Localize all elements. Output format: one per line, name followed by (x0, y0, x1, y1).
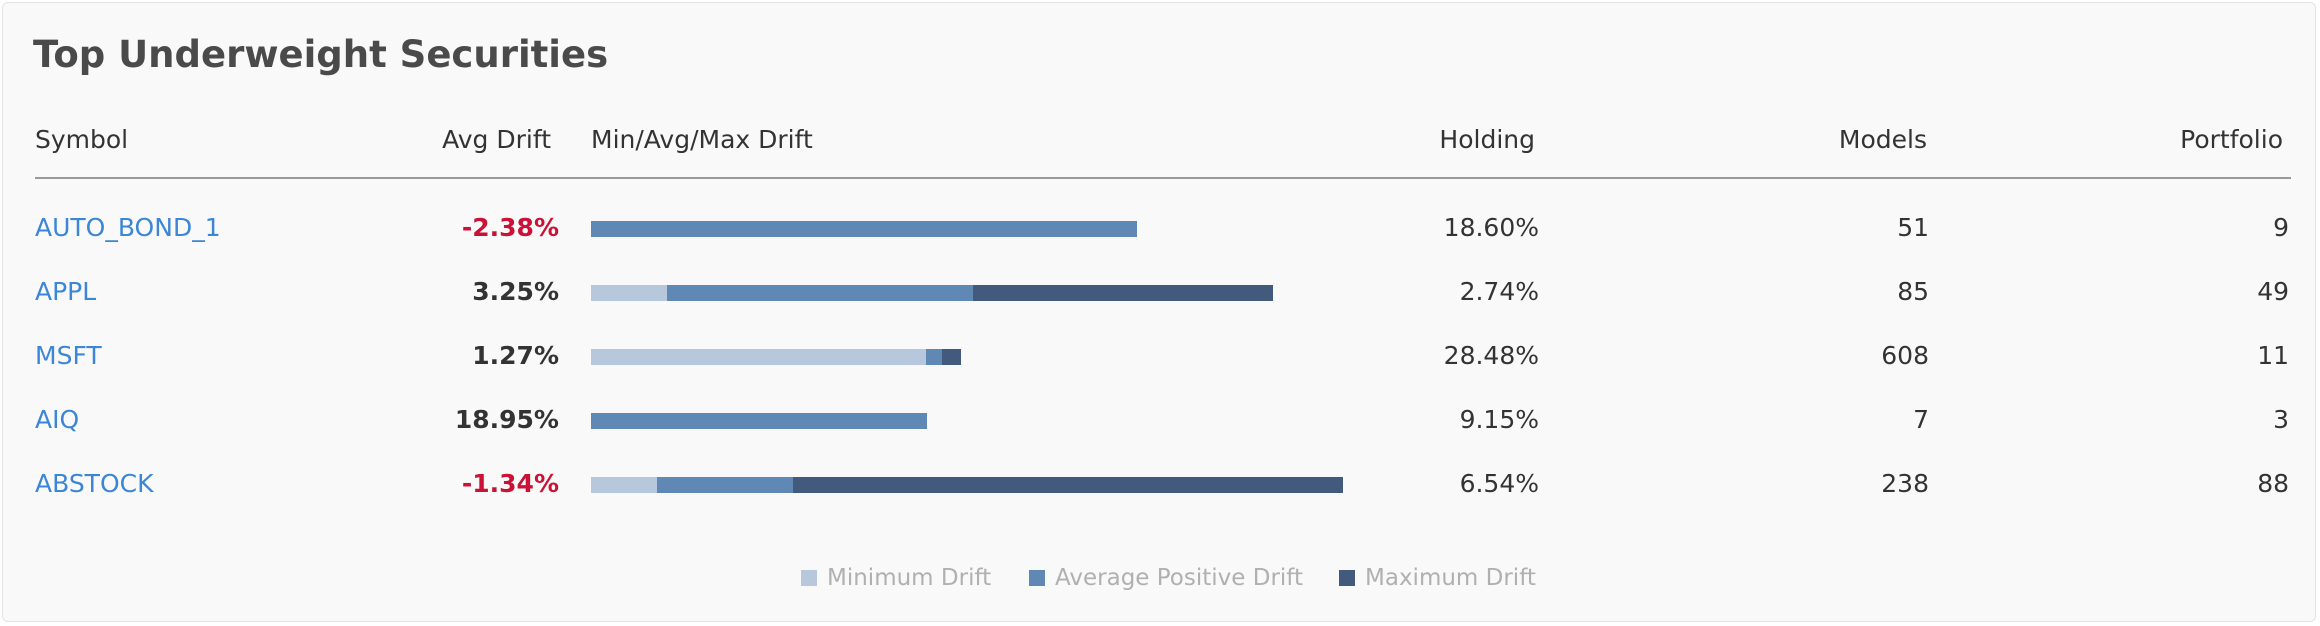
avg-drift-value: 18.95% (454, 405, 559, 434)
models-count: 85 (1897, 277, 1929, 306)
drift-bar-avg-segment (591, 413, 927, 429)
holding-value: 2.74% (1459, 277, 1539, 306)
holding-value: 28.48% (1443, 341, 1539, 370)
models-count: 51 (1897, 213, 1929, 242)
symbol-link[interactable]: AIQ (35, 405, 80, 434)
drift-bar-max-segment (973, 285, 1273, 301)
symbol-link[interactable]: APPL (35, 277, 97, 306)
portfolio-count: 88 (2257, 469, 2289, 498)
symbol-link[interactable]: AUTO_BOND_1 (35, 213, 221, 242)
drift-bar[interactable] (591, 285, 1273, 301)
legend-swatch-minimum (801, 570, 817, 586)
models-count: 608 (1881, 341, 1929, 370)
header-models: Models (1838, 125, 1927, 154)
drift-bar-min-segment (591, 477, 657, 493)
models-count: 7 (1913, 405, 1929, 434)
drift-bar[interactable] (591, 477, 1343, 493)
drift-bar-min-segment (591, 349, 926, 365)
header-holding: Holding (1439, 125, 1535, 154)
symbol-link[interactable]: MSFT (35, 341, 102, 370)
holding-value: 9.15% (1459, 405, 1539, 434)
header-avg-drift: Avg Drift (442, 125, 551, 154)
portfolio-count: 11 (2257, 341, 2289, 370)
header-min-avg-max-drift: Min/Avg/Max Drift (591, 125, 813, 154)
portfolio-count: 49 (2257, 277, 2289, 306)
legend-label-maximum: Maximum Drift (1365, 565, 1536, 591)
card-title: Top Underweight Securities (33, 33, 609, 76)
legend-item-minimum[interactable]: Minimum Drift (801, 565, 991, 591)
avg-drift-value: 3.25% (472, 277, 559, 306)
avg-drift-value: 1.27% (472, 341, 559, 370)
drift-bar-avg-segment (657, 477, 793, 493)
legend-item-maximum[interactable]: Maximum Drift (1339, 565, 1536, 591)
holding-value: 18.60% (1443, 213, 1539, 242)
drift-bar-max-segment (793, 477, 1343, 493)
drift-bar[interactable] (591, 349, 961, 365)
legend-swatch-average (1029, 570, 1045, 586)
portfolio-count: 9 (2273, 213, 2289, 242)
drift-bar-avg-segment (926, 349, 942, 365)
legend-label-minimum: Minimum Drift (827, 565, 992, 591)
drift-bar-avg-segment (591, 221, 1137, 237)
avg-drift-value: -2.38% (461, 213, 559, 242)
portfolio-count: 3 (2273, 405, 2289, 434)
symbol-link[interactable]: ABSTOCK (35, 469, 154, 498)
drift-bar-max-segment (942, 349, 961, 365)
drift-bar-min-segment (591, 285, 667, 301)
legend-swatch-maximum (1339, 570, 1355, 586)
header-symbol: Symbol (35, 125, 129, 154)
avg-drift-value: -1.34% (461, 469, 559, 498)
drift-bar-avg-segment (667, 285, 973, 301)
legend-item-average[interactable]: Average Positive Drift (1029, 565, 1303, 591)
drift-bar[interactable] (591, 413, 927, 429)
header-portfolio: Portfolio (2180, 125, 2283, 154)
holding-value: 6.54% (1459, 469, 1539, 498)
models-count: 238 (1881, 469, 1929, 498)
drift-bar[interactable] (591, 221, 1137, 237)
legend-label-average: Average Positive Drift (1055, 565, 1304, 591)
header-divider (35, 177, 2291, 179)
